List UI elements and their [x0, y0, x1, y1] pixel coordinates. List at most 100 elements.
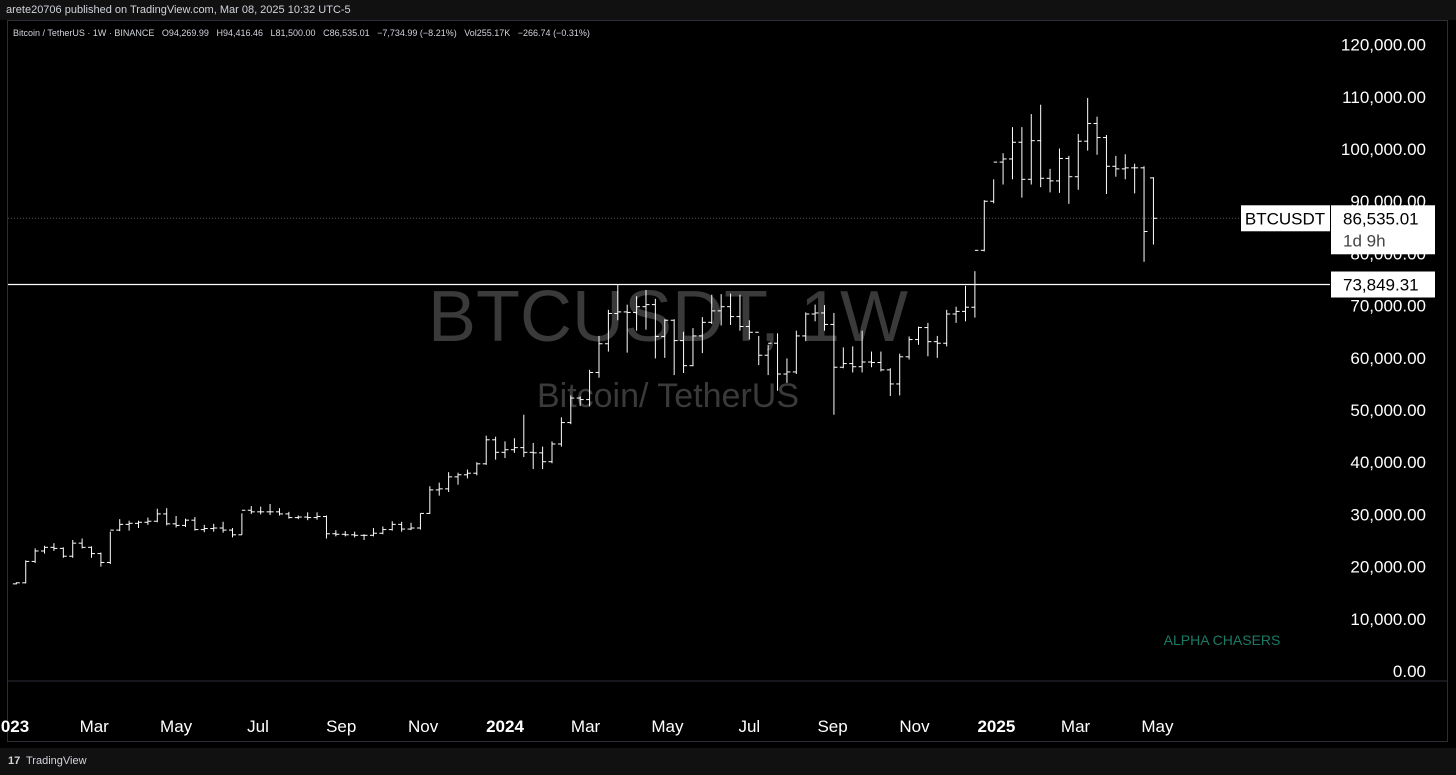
- ohlc-bar: [379, 526, 387, 535]
- price-tick-label: 50,000.00: [1350, 401, 1426, 420]
- ohlc-bar: [1018, 127, 1026, 198]
- ohlc-bar: [200, 524, 208, 533]
- ohlc-bar: [1140, 166, 1148, 262]
- ohlc-bar: [736, 294, 744, 331]
- time-axis[interactable]: 023 Mar May Jul Sep Nov 2024 Mar May Jul Sep Nov 202…: [1, 717, 1174, 736]
- published-bar: arete20706 published on TradingView.com,…: [0, 0, 1456, 20]
- ohlc-bar: [548, 441, 556, 464]
- legend-close: C86,535.01: [323, 28, 370, 38]
- ohlc-bar: [172, 516, 180, 528]
- ohlc-bar: [12, 582, 20, 585]
- price-tick-label: 60,000.00: [1350, 349, 1426, 368]
- ohlc-bar: [727, 293, 735, 325]
- ohlc-bar: [116, 519, 124, 532]
- ohlc-bar: [1046, 168, 1054, 193]
- ohlc-bar: [163, 508, 171, 526]
- ohlc-bar: [1084, 97, 1092, 151]
- last-price-value: 86,535.01: [1343, 209, 1419, 228]
- ohlc-bar: [473, 462, 481, 476]
- svg-text:Bitcoin / TetherUS · 1W · BINA: Bitcoin / TetherUS · 1W · BINANCE O94,26…: [13, 28, 590, 38]
- price-tick-label: 20,000.00: [1350, 558, 1426, 577]
- legend-low: L81,500.00: [271, 28, 316, 38]
- ohlc-bar: [454, 472, 462, 485]
- ohlc-bar: [501, 441, 509, 459]
- ohlc-bar: [257, 506, 265, 515]
- time-tick-label: May: [651, 717, 684, 736]
- ohlc-bar: [407, 522, 415, 531]
- ohlc-bar: [322, 515, 330, 539]
- ohlc-bar: [59, 547, 67, 558]
- legend-open: O94,269.99: [162, 28, 209, 38]
- ohlc-bar: [1102, 134, 1110, 194]
- ohlc-bar: [435, 482, 443, 496]
- ohlc-bar: [586, 369, 594, 407]
- ohlc-bar: [792, 330, 800, 375]
- ohlc-bar: [849, 346, 857, 373]
- watermark-description: Bitcoin/ TetherUS: [537, 377, 799, 415]
- ohlc-bar: [228, 528, 236, 538]
- ohlc-bar: [698, 317, 706, 354]
- ohlc-bar: [1074, 133, 1082, 190]
- time-tick-label: May: [1141, 717, 1174, 736]
- ohlc-bar: [567, 395, 575, 425]
- legend-volume: Vol255.17K: [464, 28, 510, 38]
- ohlc-bar: [1112, 155, 1120, 177]
- watermark: BTCUSDT, 1W Bitcoin/ TetherUS: [428, 277, 908, 415]
- ohlc-bar: [369, 528, 377, 537]
- ohlc-bar: [332, 530, 340, 537]
- time-tick-label: Mar: [571, 717, 601, 736]
- ohlc-bar: [745, 320, 753, 340]
- ohlc-bar: [78, 538, 86, 549]
- watermark-symbol: BTCUSDT, 1W: [428, 277, 908, 357]
- ohlc-bar: [708, 294, 716, 324]
- ohlc-legend: Bitcoin / TetherUS · 1W · BINANCE O94,26…: [13, 28, 590, 38]
- ohlc-bar: [868, 351, 876, 368]
- time-tick-label: Mar: [80, 717, 110, 736]
- ohlc-bar: [1121, 154, 1129, 180]
- ohlc-bar: [933, 335, 941, 358]
- ohlc-bar: [388, 521, 396, 531]
- ohlc-bar: [689, 328, 697, 367]
- ohlc-bar: [294, 515, 302, 520]
- tradingview-logo-icon: 17: [8, 755, 21, 767]
- ohlc-bar: [69, 540, 77, 558]
- price-tick-label: 120,000.00: [1341, 36, 1426, 55]
- ohlc-bar: [952, 306, 960, 323]
- hline-value: 73,849.31: [1343, 276, 1419, 295]
- ohlc-bar: [980, 200, 988, 252]
- price-chart[interactable]: BTCUSDT, 1W Bitcoin/ TetherUS Bitcoin / …: [0, 0, 1456, 748]
- ohlc-bar: [539, 446, 547, 470]
- price-axis[interactable]: 0.00 10,000.00 20,000.00 30,000.00 40,000.00…: [1341, 36, 1426, 681]
- author-tag: ALPHA CHASERS: [1164, 632, 1281, 648]
- ohlc-bars: [12, 97, 1157, 585]
- ohlc-bar: [445, 472, 453, 492]
- time-tick-label: 2024: [486, 717, 524, 736]
- ohlc-bar: [191, 517, 199, 531]
- ohlc-bar: [802, 312, 810, 342]
- footer-bar: 17 TradingView: [0, 748, 1456, 775]
- time-tick-label: Jul: [738, 717, 760, 736]
- ohlc-bar: [717, 294, 725, 326]
- price-tick-label: 0.00: [1393, 662, 1426, 681]
- ohlc-bar: [416, 512, 424, 530]
- ohlc-bar: [886, 368, 894, 396]
- time-tick-label: May: [160, 717, 193, 736]
- ohlc-bar: [181, 518, 189, 527]
- ohlc-bar: [492, 436, 500, 460]
- bar-countdown: 1d 9h: [1343, 231, 1386, 250]
- symbol-tag-label: BTCUSDT: [1245, 209, 1325, 228]
- ohlc-bar: [529, 442, 537, 470]
- ohlc-bar: [595, 335, 603, 378]
- time-tick-label: 2025: [977, 717, 1015, 736]
- ohlc-bar: [642, 289, 650, 330]
- ohlc-bar: [50, 543, 58, 551]
- ohlc-bar: [219, 521, 227, 533]
- price-tick-label: 110,000.00: [1342, 88, 1426, 107]
- ohlc-bar: [821, 305, 829, 331]
- ohlc-bar: [1065, 155, 1073, 204]
- ohlc-bar: [924, 322, 932, 357]
- ohlc-bar: [125, 520, 133, 531]
- price-tick-label: 30,000.00: [1350, 505, 1426, 524]
- ohlc-bar: [360, 534, 368, 541]
- ohlc-bar: [426, 486, 434, 514]
